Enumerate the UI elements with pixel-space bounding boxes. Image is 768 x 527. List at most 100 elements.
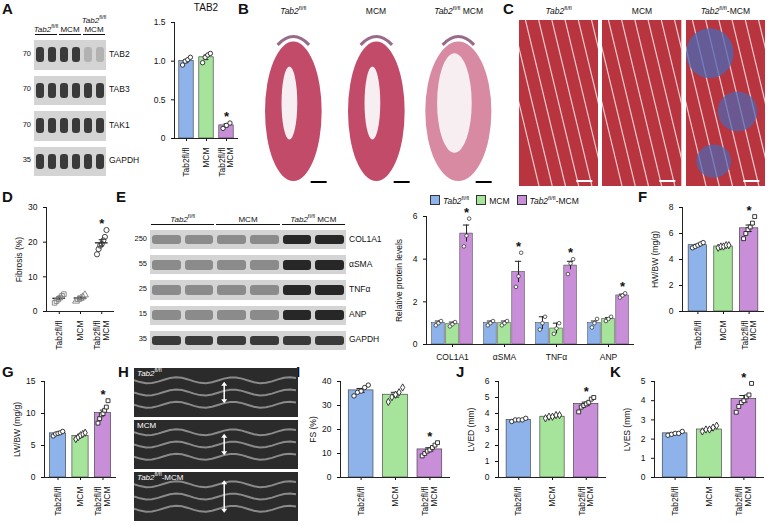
svg-text:Tab2fl/flMCM: Tab2fl/flMCM — [740, 320, 759, 349]
svg-text:0.5: 0.5 — [154, 95, 166, 105]
svg-text:2: 2 — [669, 280, 674, 290]
html-text:Tab2fl/fl-MCM: Tab2fl/fl-MCM — [529, 195, 579, 206]
svg-text:LW/BW (mg/g): LW/BW (mg/g) — [12, 402, 22, 457]
svg-text:*: * — [224, 109, 230, 124]
svg-text:20: 20 — [28, 237, 38, 247]
svg-text:*: * — [516, 239, 522, 254]
svg-text:5: 5 — [641, 376, 646, 386]
svg-text:MCM: MCM — [75, 487, 85, 507]
svg-text:Tab2fl/flMCM: Tab2fl/flMCM — [217, 147, 236, 176]
svg-text:Tab2fl/flMCM: Tab2fl/flMCM — [577, 486, 596, 515]
svg-text:10: 10 — [26, 408, 36, 418]
svg-text:HW/BW (mg/g): HW/BW (mg/g) — [650, 231, 660, 288]
svg-text:0: 0 — [669, 306, 674, 316]
html-text:Tab2fl/flMCM: Tab2fl/flMCM — [290, 213, 337, 224]
svg-text:1: 1 — [641, 453, 646, 463]
svg-text:4: 4 — [641, 395, 646, 405]
svg-text:*: * — [620, 279, 626, 294]
svg-text:ANP: ANP — [600, 352, 618, 362]
html-text:C: C — [503, 0, 514, 17]
svg-text:LVED (mm): LVED (mm) — [466, 407, 476, 451]
svg-text:30: 30 — [322, 400, 332, 410]
svg-text:10: 10 — [322, 448, 332, 458]
svg-text:1: 1 — [485, 456, 490, 466]
svg-text:TNFα: TNFα — [546, 352, 568, 362]
svg-text:5: 5 — [485, 392, 490, 402]
html-text:Tab2fl/fl: Tab2fl/fl — [170, 213, 195, 224]
svg-text:8: 8 — [669, 202, 674, 212]
svg-text:0: 0 — [161, 133, 166, 143]
html-text:GAPDH: GAPDH — [109, 155, 140, 166]
svg-text:20: 20 — [322, 424, 332, 434]
svg-text:MCM: MCM — [201, 148, 211, 168]
svg-text:MCM: MCM — [390, 487, 400, 507]
svg-text:5: 5 — [31, 440, 36, 450]
html-text:Tab2fl/fl: Tab2fl/fl — [81, 14, 107, 25]
html-text:TAB3: TAB3 — [109, 84, 130, 95]
svg-text:Tab2fl/flMCM: Tab2fl/flMCM — [92, 320, 111, 349]
svg-text:0: 0 — [33, 306, 38, 316]
svg-text:Tab2fl/fl: Tab2fl/fl — [513, 486, 523, 515]
html-text:TAB2: TAB2 — [193, 2, 219, 13]
svg-text:*: * — [99, 216, 105, 231]
svg-text:2: 2 — [413, 297, 418, 307]
svg-text:4: 4 — [485, 408, 490, 418]
html-text:TAB2: TAB2 — [109, 48, 130, 59]
svg-text:*: * — [741, 370, 747, 385]
svg-text:40: 40 — [322, 376, 332, 386]
html-text:K: K — [610, 363, 621, 380]
svg-text:0: 0 — [327, 472, 332, 482]
svg-text:1.0: 1.0 — [154, 56, 166, 66]
svg-text:COL1A1: COL1A1 — [436, 352, 469, 362]
svg-text:Tab2fl/fl: Tab2fl/fl — [670, 486, 680, 515]
svg-text:FS (%): FS (%) — [308, 416, 318, 443]
svg-text:*: * — [100, 387, 106, 402]
svg-text:Tab2fl/flMCM: Tab2fl/flMCM — [420, 486, 439, 515]
svg-text:*: * — [464, 205, 470, 220]
svg-text:*: * — [427, 429, 433, 444]
svg-text:Tab2fl/fl: Tab2fl/fl — [181, 147, 191, 176]
svg-text:0: 0 — [413, 339, 418, 349]
svg-text:0: 0 — [641, 472, 646, 482]
svg-text:*: * — [568, 245, 574, 260]
svg-text:3: 3 — [485, 424, 490, 434]
svg-text:*: * — [747, 203, 753, 218]
svg-text:3: 3 — [641, 415, 646, 425]
html-text:H: H — [118, 363, 129, 380]
html-text:Tab2fl/flMCM: Tab2fl/flMCM — [33, 23, 80, 34]
html-text:D: D — [2, 188, 13, 205]
svg-text:αSMA: αSMA — [493, 352, 517, 362]
html-text:TAK1: TAK1 — [109, 119, 130, 130]
svg-text:MCM: MCM — [547, 487, 557, 507]
svg-text:30: 30 — [28, 202, 38, 212]
svg-text:15: 15 — [26, 376, 36, 386]
svg-text:MCM: MCM — [704, 487, 714, 507]
html-text:A: A — [2, 0, 13, 17]
svg-text:Fibrosis (%): Fibrosis (%) — [14, 237, 24, 283]
svg-text:Tab2fl/flMCM: Tab2fl/flMCM — [734, 486, 753, 515]
svg-text:Tab2fl/fl: Tab2fl/fl — [693, 320, 703, 349]
svg-text:MCM: MCM — [75, 321, 85, 341]
svg-text:4: 4 — [669, 254, 674, 264]
svg-text:2: 2 — [485, 440, 490, 450]
svg-text:Relative protein levels: Relative protein levels — [394, 239, 404, 322]
svg-text:Tab2fl/fl: Tab2fl/fl — [54, 320, 64, 349]
svg-text:0: 0 — [485, 472, 490, 482]
svg-text:2: 2 — [641, 434, 646, 444]
svg-text:6: 6 — [485, 376, 490, 386]
svg-text:*: * — [584, 384, 590, 399]
svg-text:1.5: 1.5 — [154, 17, 166, 27]
svg-text:Tab2fl/fl: Tab2fl/fl — [356, 486, 366, 515]
svg-text:10: 10 — [28, 272, 38, 282]
svg-text:6: 6 — [413, 211, 418, 221]
html-text:B: B — [238, 0, 249, 17]
svg-text:6: 6 — [669, 228, 674, 238]
svg-text:Tab2fl/fl: Tab2fl/fl — [53, 486, 63, 515]
svg-text:LVES (mm): LVES (mm) — [622, 408, 632, 451]
svg-text:4: 4 — [413, 254, 418, 264]
html-text:Tab2fl/fl: Tab2fl/fl — [443, 195, 470, 206]
html-text:G: G — [2, 363, 14, 380]
svg-text:0: 0 — [31, 472, 36, 482]
svg-text:Tab2fl/flMCM: Tab2fl/flMCM — [93, 486, 112, 515]
svg-text:MCM: MCM — [718, 321, 728, 341]
